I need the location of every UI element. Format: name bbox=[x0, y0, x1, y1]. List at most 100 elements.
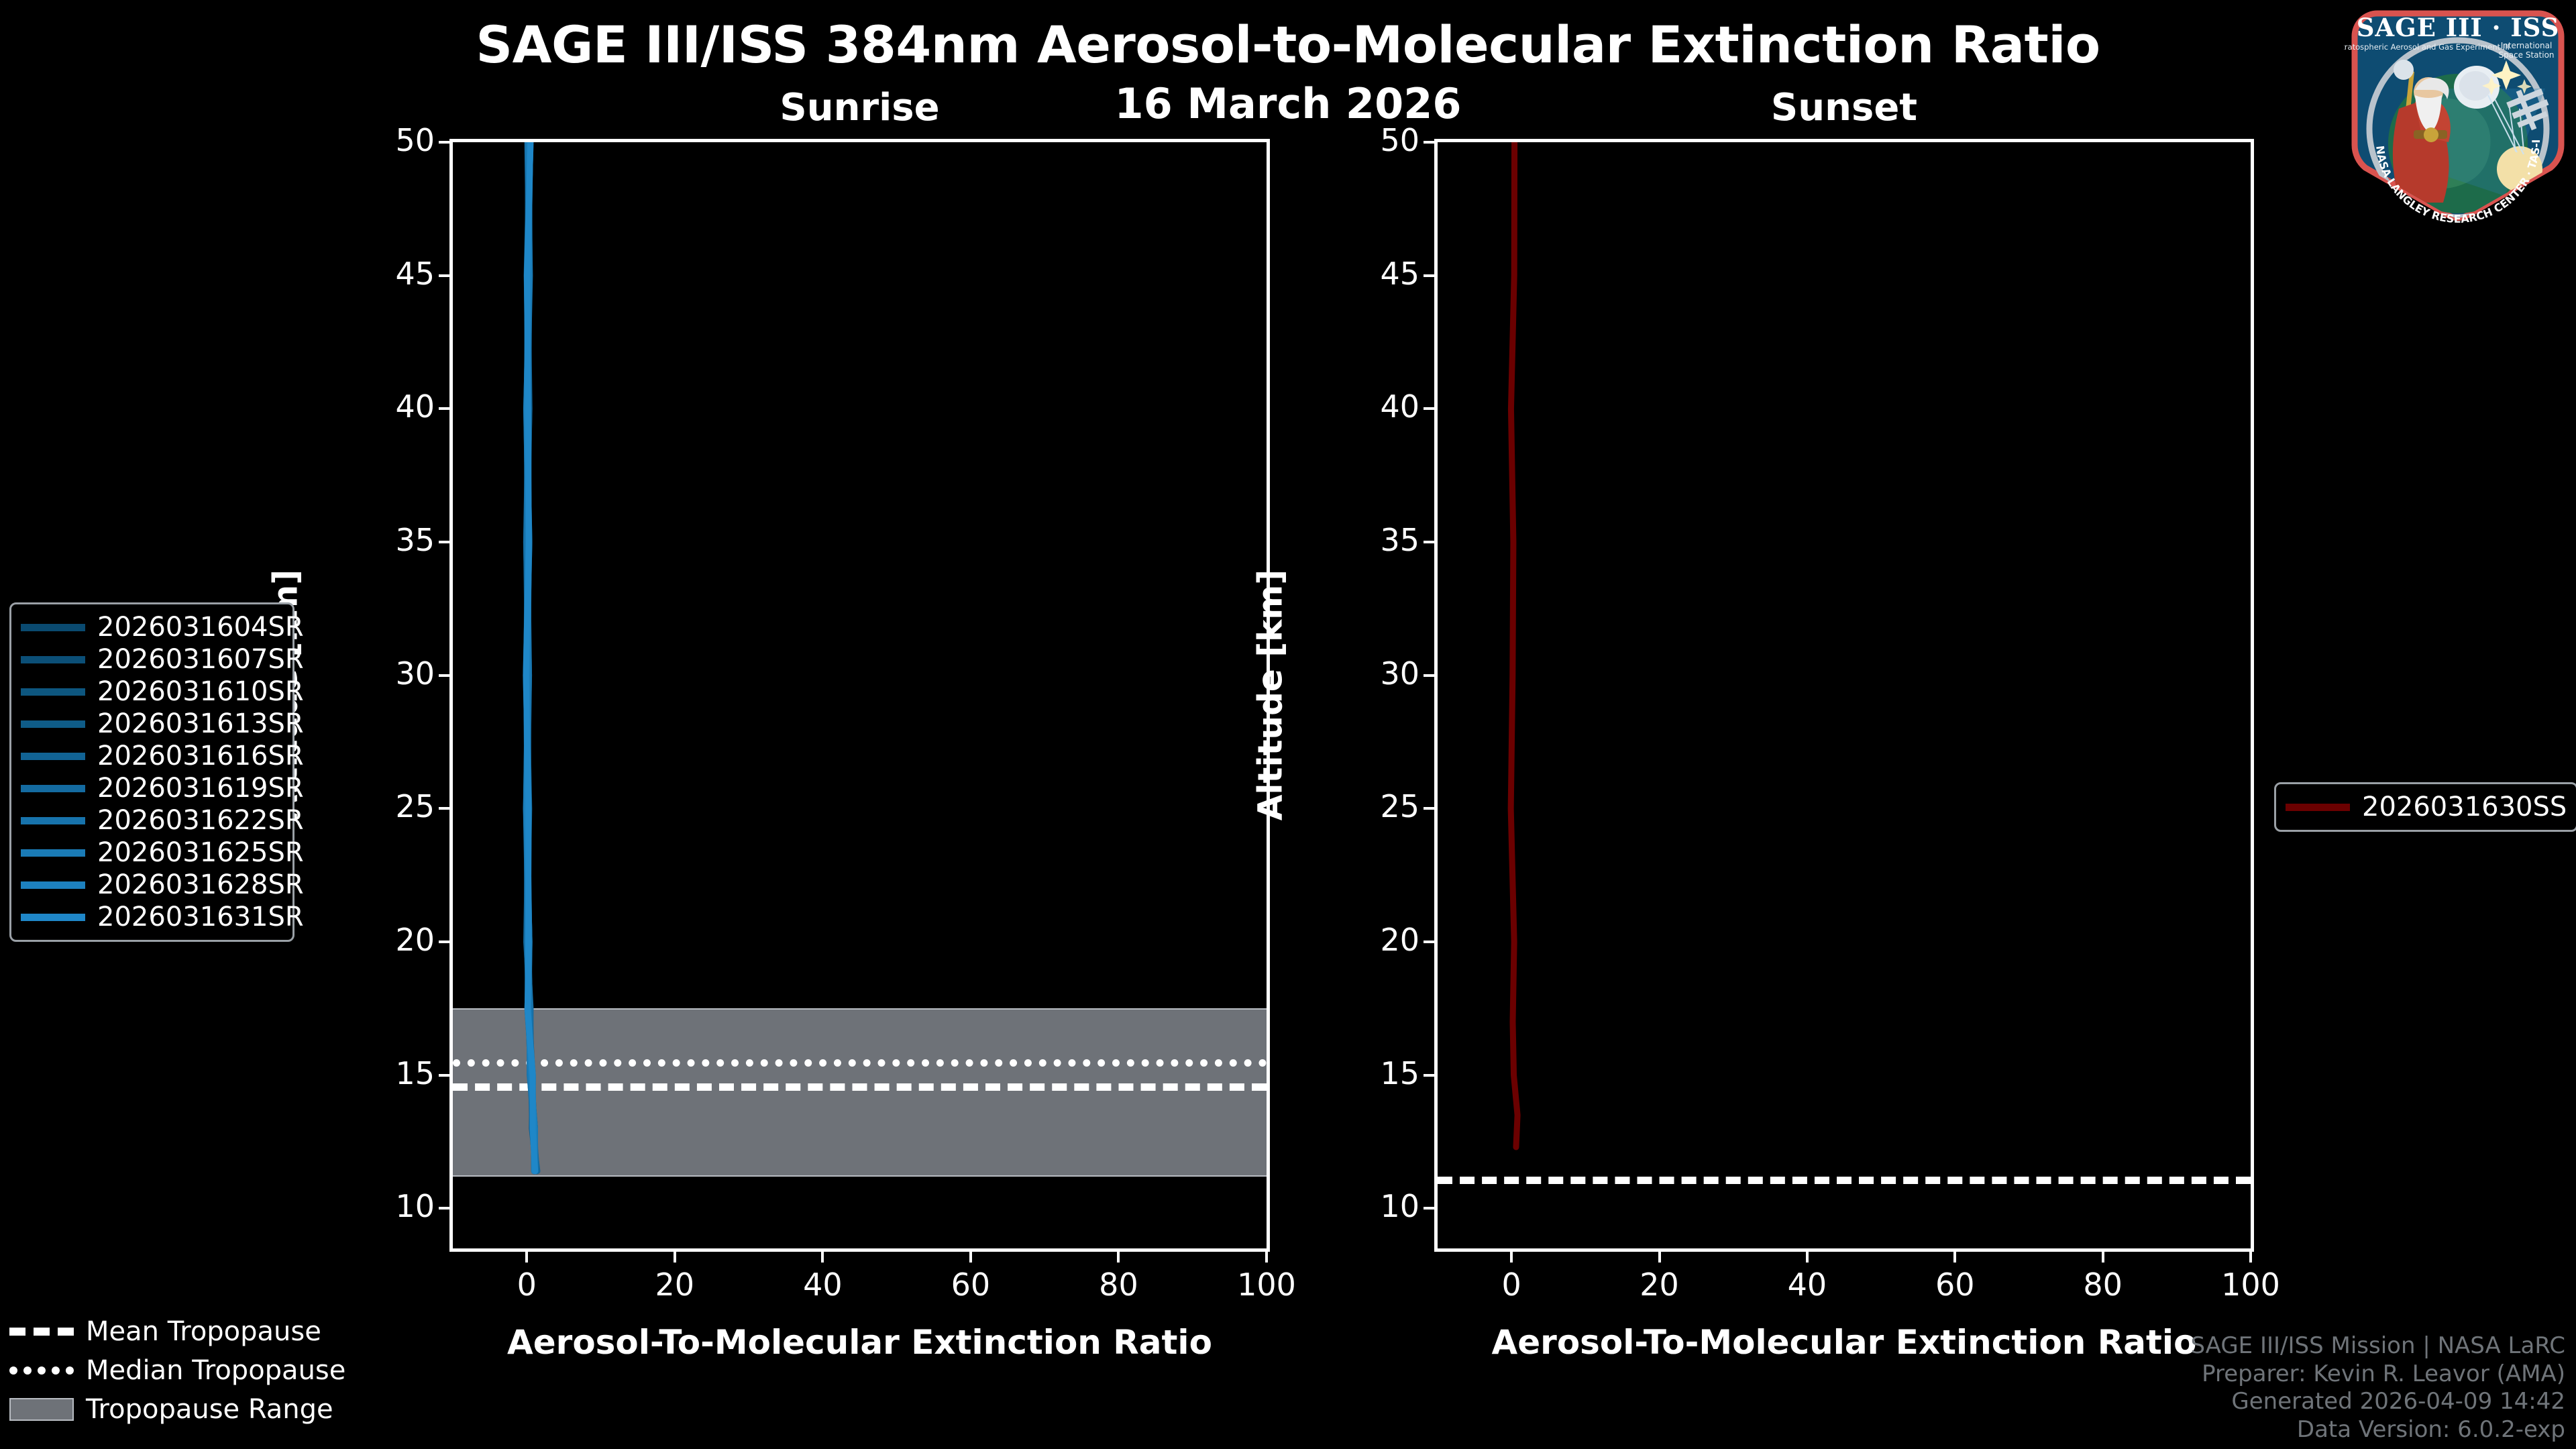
footer-credits: SAGE III/ISS Mission | NASA LaRC Prepare… bbox=[2190, 1332, 2565, 1444]
legend-label: 2026031604SR bbox=[97, 612, 304, 643]
legend-item-2026031604SR[interactable]: 2026031604SR bbox=[21, 611, 304, 643]
legend-item-median-tropopause: Median Tropopause bbox=[9, 1351, 345, 1390]
y-axis-tick-mark bbox=[439, 541, 449, 544]
y-axis-tick-mark bbox=[1424, 274, 1434, 277]
x-axis-tick-label: 40 bbox=[803, 1267, 843, 1303]
line-swatch-icon bbox=[21, 881, 85, 889]
y-axis-tick-label: 25 bbox=[1380, 788, 1419, 825]
footer-line-preparer: Preparer: Kevin R. Leavor (AMA) bbox=[2202, 1360, 2565, 1387]
x-axis-tick-mark bbox=[525, 1252, 529, 1263]
y-axis-tick-label: 15 bbox=[1380, 1055, 1419, 1091]
legend-item-2026031622SR[interactable]: 2026031622SR bbox=[21, 804, 304, 837]
y-axis-tick-mark bbox=[439, 941, 449, 944]
logo-subtitle-right-2: Space Station bbox=[2498, 50, 2554, 60]
y-axis-tick-mark bbox=[439, 141, 449, 144]
median-tropopause-line bbox=[453, 1059, 1267, 1067]
legend-item-2026031613SR[interactable]: 2026031613SR bbox=[21, 708, 304, 740]
x-axis-tick-mark bbox=[1805, 1252, 1809, 1263]
x-axis-tick-mark bbox=[673, 1252, 676, 1263]
y-axis-tick-mark bbox=[439, 1073, 449, 1077]
y-axis-tick-label: 45 bbox=[395, 255, 435, 292]
page-title: SAGE III/ISS 384nm Aerosol-to-Molecular … bbox=[476, 15, 2100, 74]
y-axis-tick-mark bbox=[1424, 1207, 1434, 1210]
legend-item-2026031628SR[interactable]: 2026031628SR bbox=[21, 869, 304, 901]
legend-label: 2026031622SR bbox=[97, 805, 304, 836]
line-swatch-icon bbox=[21, 816, 85, 824]
line-swatch-icon bbox=[21, 655, 85, 663]
series-line bbox=[523, 142, 539, 1175]
y-axis-tick-label: 50 bbox=[395, 122, 435, 158]
y-axis-tick-label: 40 bbox=[395, 388, 435, 425]
x-axis-tick-label: 0 bbox=[1501, 1267, 1521, 1303]
legend-item-mean-tropopause: Mean Tropopause bbox=[9, 1312, 325, 1351]
legend-item-2026031630SS[interactable]: 2026031630SS bbox=[2286, 791, 2567, 823]
legend-label: 2026031616SR bbox=[97, 741, 304, 771]
data-curves bbox=[523, 142, 541, 1175]
x-axis-tick-label: 0 bbox=[517, 1267, 537, 1303]
legend-sunrise[interactable]: 2026031604SR 2026031607SR 2026031610SR 2026… bbox=[9, 602, 304, 942]
y-axis-tick-label: 40 bbox=[1380, 388, 1419, 425]
tropopause-range-band bbox=[453, 1008, 1267, 1177]
line-swatch-icon bbox=[21, 752, 85, 760]
line-swatch-icon bbox=[21, 849, 85, 857]
mean-tropopause-line bbox=[1438, 1176, 2251, 1184]
y-axis-tick-mark bbox=[1424, 807, 1434, 810]
line-swatch-icon bbox=[21, 784, 85, 792]
x-axis-label: Aerosol-To-Molecular Extinction Ratio bbox=[507, 1323, 1212, 1362]
line-swatch-icon bbox=[21, 913, 85, 921]
y-axis-tick-label: 10 bbox=[1380, 1188, 1419, 1225]
legend-item-2026031607SR[interactable]: 2026031607SR bbox=[21, 643, 304, 676]
legend-item-2026031616SR[interactable]: 2026031616SR bbox=[21, 740, 304, 772]
y-axis-tick-label: 30 bbox=[395, 655, 435, 692]
dashed-line-icon bbox=[9, 1328, 74, 1336]
line-swatch-icon bbox=[21, 720, 85, 728]
x-axis-tick-mark bbox=[2101, 1252, 2104, 1263]
y-axis-tick-mark bbox=[1424, 141, 1434, 144]
sage-iii-iss-mission-patch-logo: SAGE III · ISS Stratospheric Aerosol and… bbox=[2337, 0, 2572, 225]
date-subtitle: 16 March 2026 bbox=[1114, 79, 1462, 128]
logo-title: SAGE III · ISS bbox=[2357, 13, 2560, 42]
y-axis-tick-mark bbox=[1424, 941, 1434, 944]
legend-label-median-tropopause: Median Tropopause bbox=[86, 1355, 346, 1386]
x-axis-tick-label: 100 bbox=[1237, 1267, 1296, 1303]
line-swatch-icon bbox=[21, 688, 85, 696]
y-axis-label: Altitude [km] bbox=[1250, 569, 1289, 820]
legend-label: 2026031628SR bbox=[97, 869, 304, 900]
y-axis-tick-mark bbox=[439, 1207, 449, 1210]
x-axis-tick-label: 40 bbox=[1787, 1267, 1827, 1303]
y-axis-tick-label: 25 bbox=[395, 788, 435, 825]
plot-area-sunset bbox=[1434, 139, 2254, 1252]
footer-line-version: Data Version: 6.0.2-exp bbox=[2296, 1415, 2565, 1443]
x-axis-tick-label: 60 bbox=[951, 1267, 991, 1303]
footer-line-mission: SAGE III/ISS Mission | NASA LaRC bbox=[2190, 1332, 2565, 1360]
shaded-band-icon bbox=[9, 1398, 74, 1421]
x-axis-tick-label: 20 bbox=[655, 1267, 695, 1303]
logo-subtitle-right-1: International bbox=[2501, 41, 2553, 50]
legend-label: 2026031631SR bbox=[97, 902, 304, 932]
legend-label: 2026031607SR bbox=[97, 644, 304, 675]
legend-label: 2026031630SS bbox=[2362, 792, 2567, 822]
y-axis-tick-label: 15 bbox=[395, 1055, 435, 1091]
y-axis-tick-mark bbox=[439, 674, 449, 677]
y-axis-tick-mark bbox=[1424, 541, 1434, 544]
y-axis-tick-mark bbox=[1424, 1073, 1434, 1077]
x-axis-tick-label: 60 bbox=[1935, 1267, 1975, 1303]
footer-line-generated: Generated 2026-04-09 14:42 bbox=[2231, 1388, 2565, 1415]
panel-title-sunset: Sunset bbox=[1770, 86, 1918, 129]
x-axis-tick-mark bbox=[1117, 1252, 1120, 1263]
legend-item-2026031631SR[interactable]: 2026031631SR bbox=[21, 901, 304, 933]
legend-label-tropopause-range: Tropopause Range bbox=[86, 1394, 333, 1425]
legend-label: 2026031610SR bbox=[97, 676, 304, 707]
x-axis-label: Aerosol-To-Molecular Extinction Ratio bbox=[1491, 1323, 2197, 1362]
legend-item-2026031610SR[interactable]: 2026031610SR bbox=[21, 676, 304, 708]
y-axis-tick-label: 20 bbox=[1380, 922, 1419, 959]
legend-label: 2026031625SR bbox=[97, 837, 304, 868]
x-axis-tick-mark bbox=[969, 1252, 972, 1263]
plot-area-sunrise bbox=[449, 139, 1270, 1252]
legend-item-tropopause-range: Tropopause Range bbox=[9, 1390, 333, 1429]
x-axis-tick-label: 20 bbox=[1640, 1267, 1679, 1303]
legend-item-2026031619SR[interactable]: 2026031619SR bbox=[21, 772, 304, 804]
panel-title-sunrise: Sunrise bbox=[780, 86, 940, 129]
legend-item-2026031625SR[interactable]: 2026031625SR bbox=[21, 837, 304, 869]
legend-sunset[interactable]: 2026031630SS bbox=[2274, 782, 2576, 832]
